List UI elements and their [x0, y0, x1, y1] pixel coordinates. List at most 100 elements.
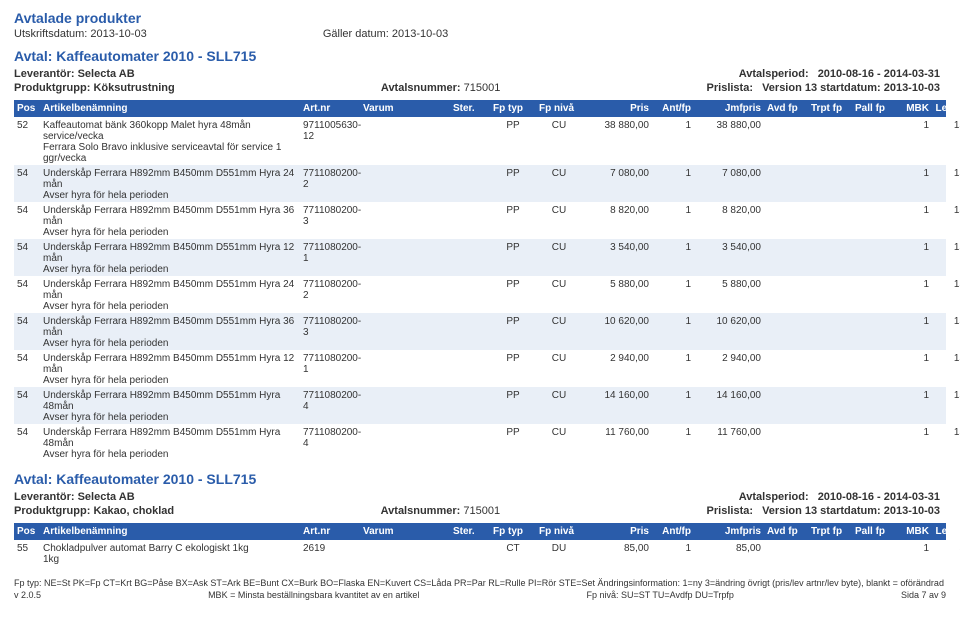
- col2-avdfp: Avd fp: [764, 526, 808, 537]
- cell-fptyp: CT: [490, 543, 536, 554]
- cell-artnr: 7711080200-3: [300, 316, 360, 338]
- cell-fpniva: CU: [536, 205, 582, 216]
- cell-jmfpris: 10 620,00: [694, 316, 764, 327]
- footer-version: v 2.0.5: [14, 590, 41, 600]
- cell-name: Underskåp Ferrara H892mm B450mm D551mm H…: [40, 279, 300, 312]
- cell-mbk: 1: [896, 168, 932, 179]
- col-name: Artikelbenämning: [40, 103, 300, 114]
- cell-pris: 8 820,00: [582, 205, 652, 216]
- col2-varum: Varum: [360, 526, 450, 537]
- cell-fpniva: DU: [536, 543, 582, 554]
- cell-antfp: 1: [652, 205, 694, 216]
- cell-name-main: Underskåp Ferrara H892mm B450mm D551mm H…: [43, 390, 297, 412]
- col2-fpniva: Fp nivå: [536, 526, 582, 537]
- cell-name-main: Underskåp Ferrara H892mm B450mm D551mm H…: [43, 242, 297, 264]
- group-value: Köksutrustning: [93, 82, 174, 94]
- supplier-value-2: Selecta AB: [78, 491, 135, 503]
- col-levtid: Levtid: [932, 103, 960, 114]
- col2-levtid: Levtid: [932, 526, 960, 537]
- table-row: 55Chokladpulver automat Barry C ekologis…: [14, 540, 946, 566]
- cell-name-main: Underskåp Ferrara H892mm B450mm D551mm H…: [43, 205, 297, 227]
- cell-jmfpris: 2 940,00: [694, 353, 764, 364]
- table-header-2: Pos Artikelbenämning Art.nr Varum Ster. …: [14, 523, 946, 540]
- cell-levtid: 15: [932, 279, 960, 290]
- col2-jmfpris: Jmfpris: [694, 526, 764, 537]
- col2-pos: Pos: [14, 526, 40, 537]
- col2-mbk: MBK: [896, 526, 932, 537]
- cell-name-main: Kaffeautomat bänk 360kopp Malet hyra 48m…: [43, 120, 297, 131]
- period-value-2: 2010-08-16 - 2014-03-31: [818, 491, 940, 503]
- cell-fpniva: CU: [536, 168, 582, 179]
- cell-fpniva: CU: [536, 279, 582, 290]
- table-row: 54Underskåp Ferrara H892mm B450mm D551mm…: [14, 276, 946, 313]
- cell-fptyp: PP: [490, 168, 536, 179]
- cell-antfp: 1: [652, 316, 694, 327]
- cell-fptyp: PP: [490, 316, 536, 327]
- cell-name-main: Underskåp Ferrara H892mm B450mm D551mm H…: [43, 279, 297, 301]
- cell-pos: 54: [14, 168, 40, 179]
- contractno-line-2: Avtalsnummer: 715001: [381, 505, 500, 517]
- cell-name-main: Underskåp Ferrara H892mm B450mm D551mm H…: [43, 316, 297, 338]
- col-artnr: Art.nr: [300, 103, 360, 114]
- cell-pris: 10 620,00: [582, 316, 652, 327]
- cell-antfp: 1: [652, 353, 694, 364]
- col-ster: Ster.: [450, 103, 490, 114]
- table-header: Pos Artikelbenämning Art.nr Varum Ster. …: [14, 100, 946, 117]
- pricelist-value: Version 13 startdatum: 2013-10-03: [762, 82, 940, 94]
- col2-trptfp: Trpt fp: [808, 526, 852, 537]
- col-fptyp: Fp typ: [490, 103, 536, 114]
- contract-title: Avtal: Kaffeautomater 2010 - SLL715: [14, 48, 946, 64]
- cell-name: Underskåp Ferrara H892mm B450mm D551mm H…: [40, 353, 300, 386]
- cell-jmfpris: 5 880,00: [694, 279, 764, 290]
- contractno-value: 715001: [464, 82, 501, 94]
- col-pris: Pris: [582, 103, 652, 114]
- cell-pris: 85,00: [582, 543, 652, 554]
- contractno-line: Avtalsnummer: 715001: [381, 82, 500, 94]
- table-row: 54Underskåp Ferrara H892mm B450mm D551mm…: [14, 313, 946, 350]
- cell-mbk: 1: [896, 543, 932, 554]
- cell-fptyp: PP: [490, 279, 536, 290]
- supplier-line-2: Leverantör: Selecta AB: [14, 491, 135, 503]
- cell-pos: 54: [14, 242, 40, 253]
- cell-fpniva: CU: [536, 120, 582, 131]
- cell-name-sub: Avser hyra för hela perioden: [43, 227, 297, 238]
- pricelist-label-2: Prislista:: [707, 505, 753, 517]
- col-fpniva: Fp nivå: [536, 103, 582, 114]
- col-jmfpris: Jmfpris: [694, 103, 764, 114]
- cell-name-sub2: Ferrara Solo Bravo inklusive serviceavta…: [43, 142, 297, 164]
- cell-levtid: 15: [932, 242, 960, 253]
- contractno-label-2: Avtalsnummer:: [381, 505, 461, 517]
- cell-mbk: 1: [896, 316, 932, 327]
- cell-levtid: 15: [932, 427, 960, 438]
- group-line: Produktgrupp: Köksutrustning: [14, 82, 175, 94]
- cell-pris: 3 540,00: [582, 242, 652, 253]
- cell-fptyp: PP: [490, 120, 536, 131]
- cell-pris: 38 880,00: [582, 120, 652, 131]
- cell-name-sub: Avser hyra för hela perioden: [43, 338, 297, 349]
- col2-pallfp: Pall fp: [852, 526, 896, 537]
- cell-artnr: 7711080200-4: [300, 427, 360, 449]
- cell-jmfpris: 8 820,00: [694, 205, 764, 216]
- col-avdfp: Avd fp: [764, 103, 808, 114]
- cell-levtid: 15: [932, 168, 960, 179]
- cell-artnr: 7711080200-1: [300, 353, 360, 375]
- col2-name: Artikelbenämning: [40, 526, 300, 537]
- cell-fpniva: CU: [536, 390, 582, 401]
- cell-name: Underskåp Ferrara H892mm B450mm D551mm H…: [40, 168, 300, 201]
- cell-fpniva: CU: [536, 353, 582, 364]
- supplier-line: Leverantör: Selecta AB: [14, 68, 135, 80]
- print-date: 2013-10-03: [90, 28, 146, 40]
- cell-fptyp: PP: [490, 390, 536, 401]
- col-pallfp: Pall fp: [852, 103, 896, 114]
- cell-mbk: 1: [896, 242, 932, 253]
- cell-name-main: Underskåp Ferrara H892mm B450mm D551mm H…: [43, 353, 297, 375]
- group-label-2: Produktgrupp:: [14, 505, 90, 517]
- period-label-2: Avtalsperiod:: [739, 491, 809, 503]
- cell-antfp: 1: [652, 427, 694, 438]
- group-line-2: Produktgrupp: Kakao, choklad: [14, 505, 174, 517]
- period-line-2: Avtalsperiod: 2010-08-16 - 2014-03-31: [739, 491, 946, 503]
- col2-fptyp: Fp typ: [490, 526, 536, 537]
- cell-name-sub: Avser hyra för hela perioden: [43, 264, 297, 275]
- cell-fptyp: PP: [490, 242, 536, 253]
- cell-levtid: 15: [932, 316, 960, 327]
